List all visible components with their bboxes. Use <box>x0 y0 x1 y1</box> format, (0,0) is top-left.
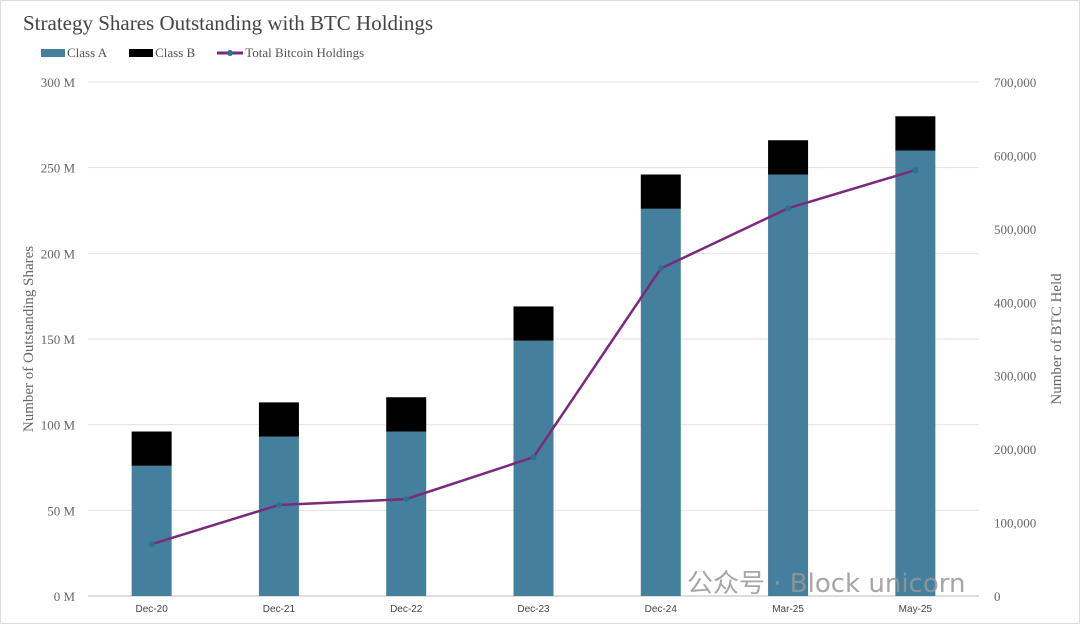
bar-class-a <box>513 340 554 596</box>
line-point <box>912 167 919 174</box>
y-tick-label: 100 M <box>41 418 76 433</box>
y-tick-label: 150 M <box>41 332 76 347</box>
y-tick-label: 50 M <box>47 503 75 518</box>
line-point <box>530 454 537 461</box>
bar-class-b <box>895 116 936 151</box>
bar-class-b <box>386 397 427 432</box>
y-tick-label: 250 M <box>41 161 76 176</box>
y-tick-label: 300 M <box>41 75 76 90</box>
legend: Class A Class B Total Bitcoin Holdings <box>41 45 364 61</box>
x-tick-label: Dec-21 <box>263 604 296 615</box>
y2-tick-label: 500,000 <box>994 222 1036 237</box>
y2-tick-label: 0 <box>994 589 1001 604</box>
y2-tick-label: 300,000 <box>994 369 1036 384</box>
y2-tick-label: 100,000 <box>994 516 1036 531</box>
legend-label: Class B <box>155 45 196 60</box>
x-tick-label: May-25 <box>899 604 933 615</box>
x-tick-label: Dec-20 <box>136 604 169 615</box>
legend-item-btc: Total Bitcoin Holdings <box>217 45 364 61</box>
bar-class-b <box>640 174 681 209</box>
x-tick-label: Dec-24 <box>645 604 678 615</box>
line-point <box>148 541 155 548</box>
chart-title: Strategy Shares Outstanding with BTC Hol… <box>23 11 434 35</box>
legend-item-class-a: Class A <box>41 45 107 61</box>
line-point <box>657 265 664 272</box>
legend-swatch <box>129 49 154 57</box>
bar-class-b <box>258 402 299 437</box>
line-point <box>403 496 410 503</box>
x-tick-label: Dec-23 <box>517 604 550 615</box>
bar-class-a <box>386 431 427 596</box>
legend-item-class-b: Class B <box>129 45 195 61</box>
y2-tick-label: 400,000 <box>994 295 1036 310</box>
x-tick-label: Dec-22 <box>390 604 423 615</box>
bar-class-b <box>513 306 554 341</box>
legend-line-marker <box>217 50 244 56</box>
legend-label: Total Bitcoin Holdings <box>245 45 365 60</box>
bar-class-b <box>768 140 809 175</box>
legend-swatch <box>41 49 65 57</box>
y2-axis-label: Number of BTC Held <box>1049 273 1065 405</box>
y2-tick-label: 600,000 <box>994 148 1036 163</box>
x-tick-label: Mar-25 <box>772 604 804 615</box>
y-tick-label: 0 M <box>54 589 76 604</box>
bar-class-a <box>768 174 809 596</box>
bar-class-a <box>131 465 172 596</box>
y2-tick-label: 700,000 <box>994 75 1036 90</box>
y-tick-label: 200 M <box>41 246 76 261</box>
bar-class-b <box>131 431 172 466</box>
bar-class-a <box>895 150 936 597</box>
line-point <box>785 205 792 212</box>
bar-class-a <box>258 436 299 596</box>
legend-label: Class A <box>67 45 108 60</box>
bar-class-a <box>640 208 681 596</box>
y-axis-label: Number of Outstanding Shares <box>21 246 37 432</box>
y2-tick-label: 200,000 <box>994 442 1036 457</box>
watermark: 公众号 · Block unicorn <box>687 569 966 599</box>
line-point <box>275 501 282 508</box>
